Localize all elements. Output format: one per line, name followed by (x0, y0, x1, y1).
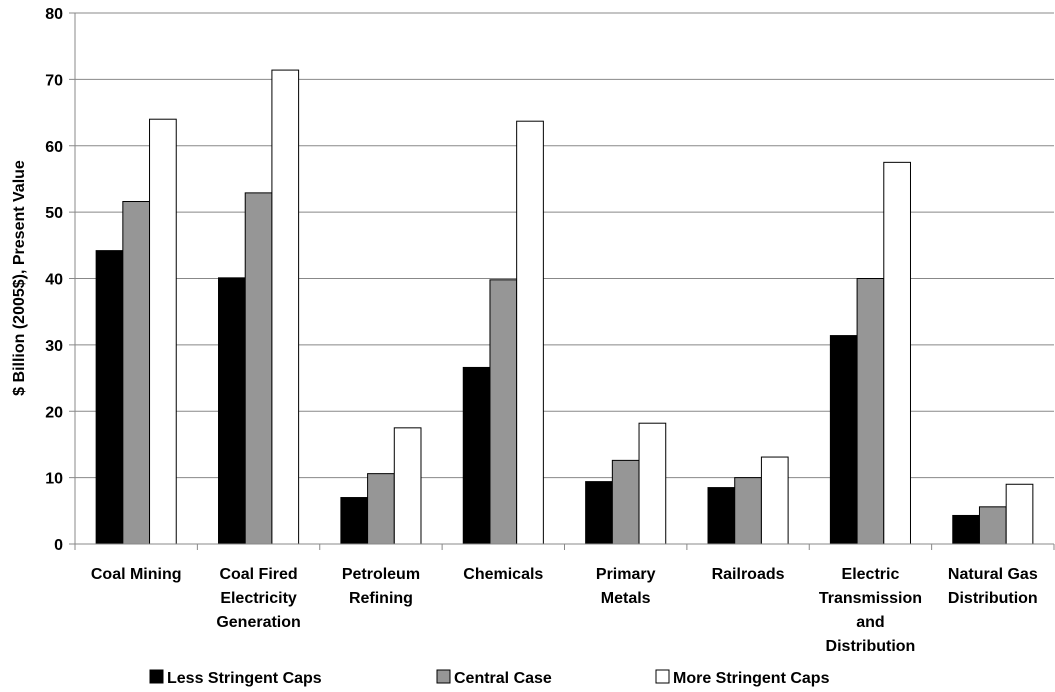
y-tick-label: 70 (45, 72, 63, 89)
bar (462, 366, 491, 545)
legend-label: Less Stringent Caps (167, 670, 322, 687)
category-label: Generation (216, 614, 300, 631)
y-axis-label: $ Billion (2005$), Present Value (11, 160, 28, 396)
category-label: Metals (601, 590, 651, 607)
category-label: Chemicals (463, 566, 543, 583)
bar (516, 120, 544, 545)
bar (585, 481, 613, 545)
y-tick-label: 30 (45, 338, 63, 355)
bar (883, 161, 911, 545)
category-label: Petroleum (342, 566, 420, 583)
bar (856, 278, 885, 545)
category-label: Transmission (819, 590, 922, 607)
y-tick-label: 0 (54, 537, 63, 554)
bar (978, 506, 1007, 545)
y-tick-label: 50 (45, 205, 63, 222)
legend-label: More Stringent Caps (673, 670, 830, 687)
bar (760, 456, 789, 545)
legend: Less Stringent Caps Central Case More Stri… (149, 669, 830, 687)
bar (95, 250, 124, 545)
category-label: Electric (842, 566, 900, 583)
legend-swatch (655, 669, 670, 684)
y-tick-label: 40 (45, 272, 63, 289)
category-labels: Coal Mining Coal Fired Electricity Generati… (91, 566, 1038, 655)
category-label: Electricity (220, 590, 297, 607)
bars (95, 69, 1034, 545)
bar (149, 118, 177, 545)
bar (122, 201, 151, 545)
category-label: Coal Fired (219, 566, 297, 583)
bar (707, 487, 736, 545)
bar (367, 473, 395, 545)
bar (734, 477, 762, 545)
legend-label: Central Case (454, 670, 552, 687)
bar (952, 514, 980, 545)
category-label: Distribution (826, 638, 916, 655)
bar (218, 277, 246, 545)
bar (638, 422, 667, 545)
y-tick-labels: 0 10 20 30 40 50 60 70 80 (45, 6, 63, 554)
bar (489, 279, 518, 545)
bar (1005, 483, 1034, 545)
bar (271, 69, 300, 545)
category-label: Railroads (712, 566, 785, 583)
category-label: Coal Mining (91, 566, 182, 583)
category-label: Primary (596, 566, 656, 583)
bar (244, 192, 273, 545)
category-label: Refining (349, 590, 413, 607)
y-tick-label: 10 (45, 471, 63, 488)
category-label: Distribution (948, 590, 1038, 607)
bar (829, 335, 858, 545)
y-tick-label: 80 (45, 6, 63, 23)
y-tick-label: 20 (45, 404, 63, 421)
axes (69, 12, 1055, 550)
y-tick-label: 60 (45, 139, 63, 156)
category-label: and (856, 614, 884, 631)
category-label: Natural Gas (948, 566, 1038, 583)
bar (393, 427, 422, 545)
bar (340, 497, 369, 545)
bar (611, 459, 640, 545)
legend-swatch (436, 669, 451, 684)
legend-swatch (149, 669, 164, 684)
